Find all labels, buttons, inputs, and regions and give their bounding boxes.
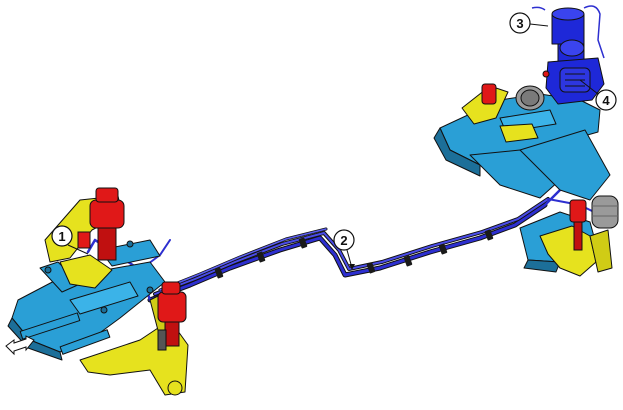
line-clips (214, 229, 494, 279)
front-air-spring-right (157, 281, 187, 351)
callout-2-label: 2 (340, 233, 347, 248)
callout-2: 2 (333, 229, 355, 270)
callout-3-label: 3 (516, 16, 523, 31)
callout-3: 3 (509, 12, 549, 34)
air-line-route (86, 98, 601, 303)
callout-1: 1 (51, 225, 89, 255)
callout-4-label: 4 (602, 93, 610, 108)
air-compressor-assembly (531, 5, 605, 105)
rear-air-spring (481, 83, 587, 251)
callout-4: 4 (579, 79, 617, 111)
rear-air-bellows (515, 85, 619, 229)
front-air-spring-left (77, 187, 125, 261)
double-arrow-icon (5, 335, 35, 356)
callout-1-label: 1 (58, 229, 65, 244)
